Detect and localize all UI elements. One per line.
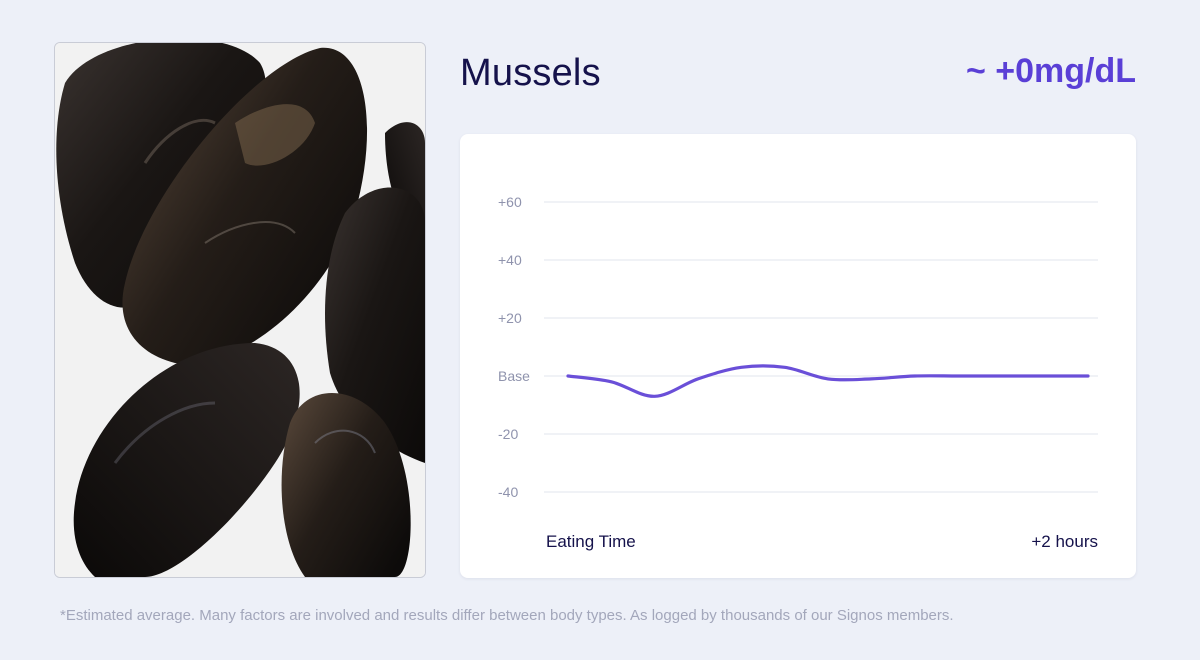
y-tick-label: Base bbox=[498, 368, 530, 384]
chart-grid bbox=[544, 201, 1098, 493]
y-tick-label: +20 bbox=[498, 310, 522, 326]
y-tick-label: +60 bbox=[498, 194, 522, 210]
y-tick-label: +40 bbox=[498, 252, 522, 268]
mussels-photo-icon bbox=[55, 43, 425, 577]
footnote: *Estimated average. Many factors are inv… bbox=[60, 607, 954, 624]
x-tick-end: +2 hours bbox=[1031, 532, 1098, 551]
glucose-chart: +60 +40 +20 Base -20 -40 Eating Time +2 hours bbox=[498, 194, 1098, 551]
y-tick-label: -40 bbox=[498, 484, 518, 500]
food-title: Mussels bbox=[460, 52, 601, 94]
glucose-chart-card: +60 +40 +20 Base -20 -40 Eating Time +2 hours bbox=[460, 134, 1136, 578]
food-photo bbox=[54, 42, 426, 578]
y-tick-label: -20 bbox=[498, 426, 518, 442]
glucose-series-line bbox=[566, 364, 1090, 398]
x-tick-start: Eating Time bbox=[546, 532, 636, 551]
glucose-headline: ~ +0mg/dL bbox=[965, 52, 1136, 90]
y-axis-ticks: +60 +40 +20 Base -20 -40 bbox=[498, 194, 530, 500]
